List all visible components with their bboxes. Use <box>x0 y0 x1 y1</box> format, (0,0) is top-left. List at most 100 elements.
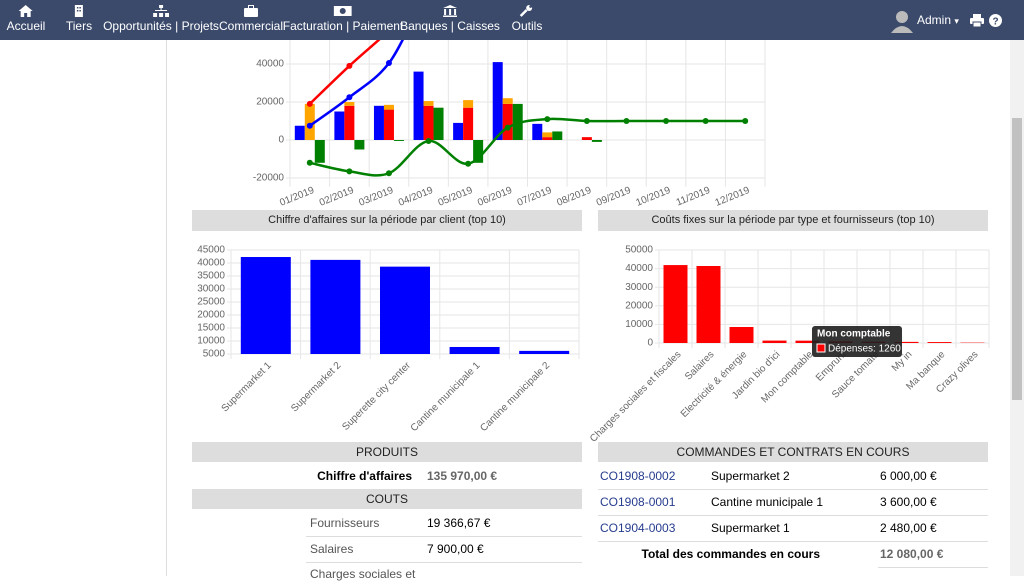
y-tick-label: 0 <box>278 135 284 146</box>
y-tick-label: 35000 <box>197 271 225 282</box>
x-tick-label: 11/2019 <box>675 185 712 209</box>
bar <box>334 112 344 141</box>
y-tick-label: 5000 <box>203 349 226 360</box>
icon <box>244 5 258 17</box>
point <box>663 118 669 124</box>
y-tick-label: 45000 <box>197 245 225 256</box>
user-menu[interactable]: Admin ▾ <box>917 13 959 27</box>
x-tick-label: 05/2019 <box>437 185 475 209</box>
y-tick-label: 20000 <box>625 300 653 311</box>
x-tick-label: Charges sociales et fiscales <box>588 349 683 444</box>
bar <box>384 110 394 140</box>
y-tick-label: 40000 <box>256 59 284 70</box>
bar <box>394 140 404 141</box>
x-tick-label: 06/2019 <box>476 185 514 209</box>
chart-title: Coûts fixes sur la période par type et f… <box>598 210 988 231</box>
bar <box>463 100 473 108</box>
bar <box>315 140 325 163</box>
y-tick-label: 25000 <box>197 297 225 308</box>
x-tick-label: Cantine municipale 2 <box>478 360 552 434</box>
point <box>346 63 352 69</box>
y-tick-label: -20000 <box>253 173 285 184</box>
y-tick-label: 20000 <box>197 310 225 321</box>
point <box>386 60 392 66</box>
point <box>386 170 392 176</box>
bar <box>697 266 721 343</box>
icon <box>72 5 86 17</box>
chart-title: Chiffre d'affaires sur la période par cl… <box>192 210 582 231</box>
bar <box>503 98 513 104</box>
icon <box>334 5 352 17</box>
point <box>742 118 748 124</box>
bar <box>450 347 500 354</box>
y-tick-label: 20000 <box>256 97 284 108</box>
y-tick-label: 30000 <box>197 284 225 295</box>
nav-label[interactable]: Commercial <box>219 19 283 33</box>
bar <box>552 131 562 140</box>
point <box>544 116 550 122</box>
nav-item[interactable]: Outils <box>512 0 543 40</box>
nav-item[interactable]: Banques | Caisses <box>400 0 500 40</box>
nav-label[interactable]: Facturation | Paiement <box>283 19 404 33</box>
x-tick-label: Supermarket 1 <box>220 360 274 414</box>
x-tick-label: 07/2019 <box>516 185 554 209</box>
nav-label[interactable]: Banques | Caisses <box>400 19 500 33</box>
nav-item[interactable]: Opportunités | Projets <box>103 0 219 40</box>
tooltip-label: Dépenses: 1260 <box>828 344 901 355</box>
bar <box>503 104 513 140</box>
nav-label[interactable]: Accueil <box>7 19 46 33</box>
icon <box>19 5 33 17</box>
y-tick-label: 10000 <box>625 319 653 330</box>
bar <box>493 62 503 140</box>
bar <box>582 137 592 140</box>
user-name[interactable]: Admin <box>917 13 951 27</box>
bar <box>592 140 602 142</box>
bar <box>532 124 542 140</box>
point <box>703 118 709 124</box>
x-tick-label: 09/2019 <box>595 185 633 209</box>
icon <box>153 5 169 17</box>
nav-label[interactable]: Opportunités | Projets <box>103 19 219 33</box>
bar <box>374 106 384 140</box>
point <box>307 160 313 166</box>
y-tick-label: 15000 <box>197 323 225 334</box>
x-tick-label: 08/2019 <box>555 185 593 209</box>
nav-label[interactable]: Tiers <box>66 19 92 33</box>
x-tick-label: 02/2019 <box>318 185 356 209</box>
x-tick-label: Cantine municipale 1 <box>409 360 483 434</box>
y-tick-label: 40000 <box>625 263 653 274</box>
x-tick-label: Superette city center <box>340 360 413 433</box>
x-tick-label: 01/2019 <box>278 185 316 209</box>
bar <box>453 123 463 140</box>
bar <box>424 106 434 140</box>
point <box>465 161 471 167</box>
x-tick-label: 12/2019 <box>714 185 752 209</box>
bar <box>434 108 444 140</box>
print-icon[interactable] <box>970 14 984 27</box>
y-tick-label: 50000 <box>625 245 653 256</box>
nav-item[interactable]: Commercial <box>219 0 283 40</box>
bar <box>730 327 754 343</box>
point <box>505 125 511 131</box>
bar <box>463 108 473 140</box>
icon <box>520 5 534 17</box>
nav-label[interactable]: Outils <box>512 19 543 33</box>
x-tick-label: 10/2019 <box>635 185 673 209</box>
bar <box>424 101 434 106</box>
nav-item[interactable]: Tiers <box>66 0 92 40</box>
scrollbar[interactable] <box>1010 40 1024 576</box>
nav-item[interactable]: Accueil <box>7 0 46 40</box>
scroll-thumb[interactable] <box>1012 118 1022 400</box>
avatar[interactable] <box>891 9 913 33</box>
bar <box>344 106 354 140</box>
navbar: Accueil Tiers Opportunités | Projets Com… <box>0 0 1024 40</box>
y-tick-label: 30000 <box>625 282 653 293</box>
nav-item[interactable]: Facturation | Paiement <box>283 0 404 40</box>
bar <box>310 260 360 354</box>
point <box>307 101 313 107</box>
x-tick-label: Salaires <box>683 349 716 382</box>
help-icon[interactable]: ? <box>989 14 1002 27</box>
bar <box>344 102 354 106</box>
